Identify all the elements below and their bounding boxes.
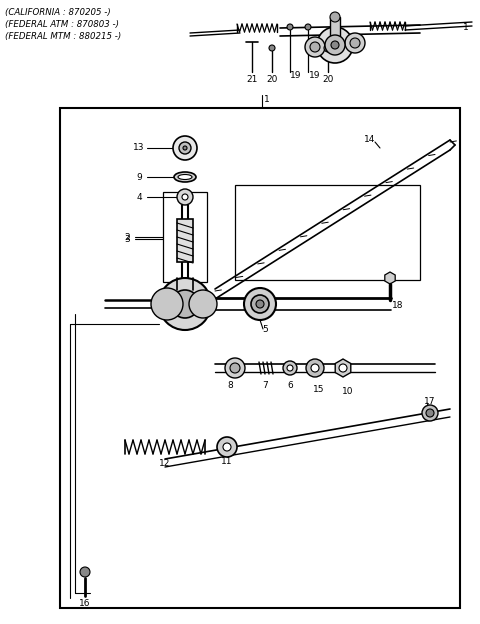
Text: 18: 18	[392, 301, 404, 311]
Text: 4: 4	[136, 192, 142, 202]
Circle shape	[317, 27, 353, 63]
Text: 11: 11	[221, 457, 233, 467]
Circle shape	[345, 33, 365, 53]
Circle shape	[339, 364, 347, 372]
Bar	[177, 219, 193, 262]
Text: 19: 19	[290, 72, 302, 80]
Circle shape	[287, 24, 293, 30]
Text: 8: 8	[227, 381, 233, 391]
Circle shape	[217, 437, 237, 457]
Circle shape	[256, 300, 264, 308]
Text: 1: 1	[264, 95, 270, 104]
Bar	[330, 17, 340, 37]
Circle shape	[159, 278, 211, 330]
Text: 10: 10	[342, 388, 354, 396]
Bar	[60, 108, 460, 608]
Circle shape	[80, 567, 90, 577]
Circle shape	[173, 136, 197, 160]
Circle shape	[171, 290, 199, 318]
Text: 3: 3	[124, 235, 130, 243]
Circle shape	[331, 41, 339, 49]
Circle shape	[422, 405, 438, 421]
Text: 15: 15	[313, 386, 325, 394]
Circle shape	[179, 142, 191, 154]
Ellipse shape	[174, 172, 196, 182]
Circle shape	[306, 359, 324, 377]
Bar	[163, 192, 207, 282]
Circle shape	[183, 146, 187, 150]
Text: 12: 12	[159, 459, 171, 469]
Circle shape	[330, 12, 340, 22]
Circle shape	[182, 194, 188, 200]
Text: 21: 21	[246, 74, 258, 84]
Circle shape	[177, 189, 193, 205]
Text: 16: 16	[79, 600, 91, 608]
Text: 5: 5	[262, 326, 268, 334]
Text: 20: 20	[266, 74, 278, 84]
Circle shape	[225, 358, 245, 378]
Text: (CALIFORNIA : 870205 -): (CALIFORNIA : 870205 -)	[5, 8, 111, 17]
Text: (FEDERAL MTM : 880215 -): (FEDERAL MTM : 880215 -)	[5, 32, 121, 41]
Circle shape	[283, 361, 297, 375]
Circle shape	[350, 38, 360, 48]
Text: 9: 9	[136, 172, 142, 182]
Ellipse shape	[178, 175, 192, 180]
Circle shape	[305, 37, 325, 57]
Text: 1: 1	[463, 24, 469, 32]
Circle shape	[287, 365, 293, 371]
Polygon shape	[335, 359, 351, 377]
Circle shape	[305, 24, 311, 30]
Circle shape	[310, 42, 320, 52]
Circle shape	[189, 290, 217, 318]
Text: 7: 7	[262, 381, 268, 391]
Circle shape	[324, 44, 332, 52]
Text: 2: 2	[124, 233, 130, 241]
Text: 17: 17	[424, 396, 436, 406]
Circle shape	[151, 288, 183, 320]
Text: 14: 14	[364, 135, 376, 145]
Circle shape	[251, 295, 269, 313]
Bar	[235, 185, 420, 280]
Text: 6: 6	[287, 381, 293, 391]
Text: (FEDERAL ATM : 870803 -): (FEDERAL ATM : 870803 -)	[5, 20, 119, 29]
Circle shape	[230, 363, 240, 373]
Circle shape	[223, 443, 231, 451]
Circle shape	[426, 409, 434, 417]
Text: 19: 19	[309, 72, 321, 80]
Circle shape	[311, 364, 319, 372]
Circle shape	[269, 45, 275, 51]
Circle shape	[244, 288, 276, 320]
Circle shape	[325, 35, 345, 55]
Text: 13: 13	[133, 144, 145, 152]
Text: 20: 20	[322, 74, 334, 84]
Polygon shape	[385, 272, 395, 284]
